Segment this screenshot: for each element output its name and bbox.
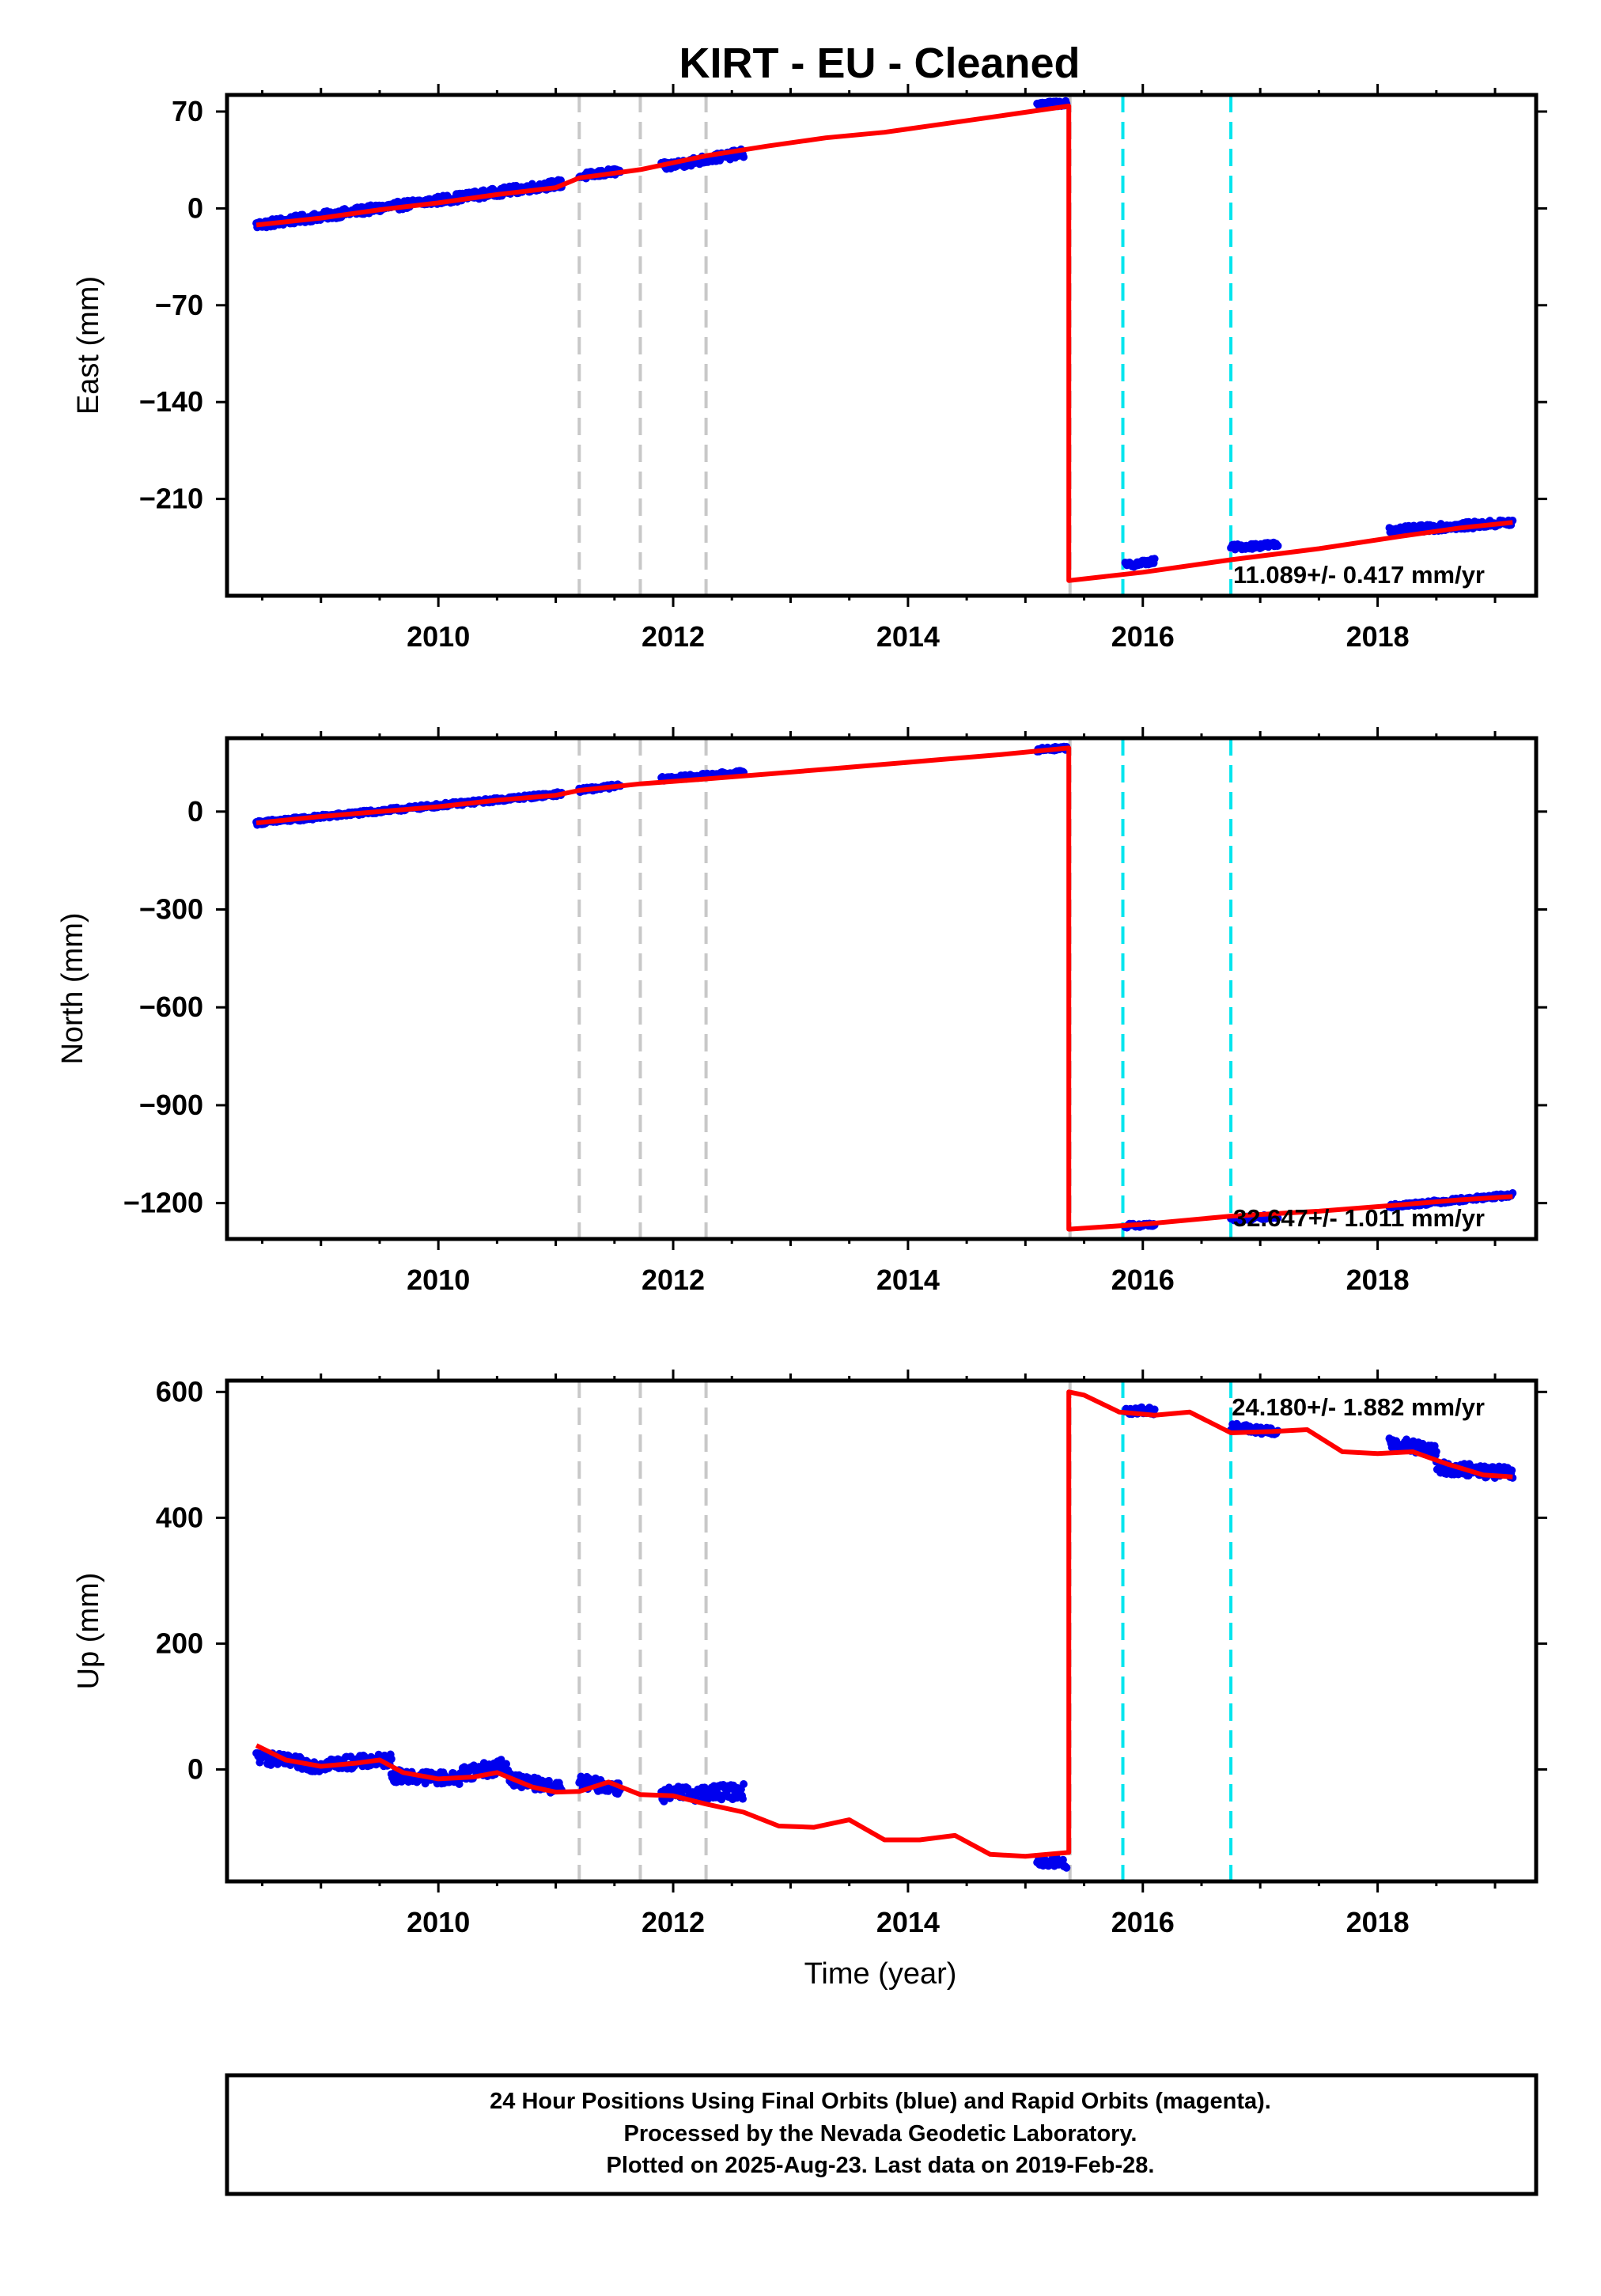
model-line	[255, 104, 1513, 583]
x-tick-label: 2018	[1346, 1264, 1410, 1296]
y-tick-label: 70	[172, 95, 203, 127]
y-tick-label: −70	[155, 289, 203, 321]
x-tick-label: 2018	[1346, 1906, 1410, 1938]
y-axis-label: North (mm)	[56, 912, 89, 1064]
y-tick-label: 200	[156, 1627, 203, 1659]
x-tick-label: 2012	[642, 620, 705, 653]
velocity-label: 24.180+/- 1.882 mm/yr	[1232, 1393, 1485, 1421]
x-tick-label: 2016	[1111, 1906, 1175, 1938]
y-tick-label: 0	[187, 795, 203, 828]
footer-line-3: Plotted on 2025-Aug-23. Last data on 201…	[607, 2153, 1155, 2178]
plot-frame	[225, 736, 1539, 1241]
plot-frame	[225, 93, 1539, 598]
x-tick-label: 2016	[1111, 620, 1175, 653]
velocity-label: 32.647+/- 1.011 mm/yr	[1233, 1204, 1485, 1232]
x-tick-label: 2016	[1111, 1264, 1175, 1296]
x-axis-label: Time (year)	[804, 1957, 957, 1991]
y-tick-label: −140	[139, 385, 203, 418]
data-point	[1150, 555, 1159, 563]
figure-title: KIRT - EU - Cleaned	[679, 40, 1080, 87]
data-point	[739, 1794, 747, 1803]
data-point	[387, 1755, 396, 1764]
footer-box: 24 Hour Positions Using Final Orbits (bl…	[225, 2073, 1539, 2196]
y-tick-label: −210	[139, 483, 203, 515]
x-tick-label: 2010	[407, 1906, 470, 1938]
y-tick-label: −600	[139, 991, 203, 1023]
data-point	[1274, 541, 1282, 550]
data-point	[1432, 1447, 1440, 1456]
data-point	[455, 1780, 464, 1788]
north-panel: 2010 2012 2014 2016 2018 0 −300 −600 −900 −1200 No…	[56, 727, 1547, 1296]
plot-area	[252, 738, 1517, 1239]
y-tick-label: 600	[156, 1375, 203, 1408]
up-panel: 2010 2012 2014 2016 2018 600 400 200 0 Up (mm) 24.…	[72, 1370, 1547, 1938]
x-tick-label: 2012	[642, 1906, 705, 1938]
data-point	[740, 1780, 748, 1788]
data-point	[1274, 1214, 1282, 1222]
velocity-label: 11.089+/- 0.417 mm/yr	[1233, 561, 1485, 589]
y-tick-label: −900	[139, 1089, 203, 1121]
data-point	[1058, 1855, 1067, 1864]
footer-line-2: Processed by the Nevada Geodetic Laborat…	[624, 2121, 1137, 2146]
x-tick-label: 2014	[876, 620, 940, 653]
plot-area	[252, 1381, 1517, 1881]
x-tick-label: 2010	[407, 1264, 470, 1296]
data-point	[1150, 1405, 1159, 1414]
x-tick-label: 2018	[1346, 620, 1410, 653]
y-tick-label: 0	[187, 1752, 203, 1785]
y-tick-label: −1200	[123, 1187, 203, 1219]
east-panel: 2010 2012 2014 2016 2018 70 0 −70 −140 −210 East (…	[72, 84, 1547, 653]
model-line	[255, 745, 1513, 1232]
x-tick-label: 2010	[407, 620, 470, 653]
y-tick-label: 0	[187, 191, 203, 224]
y-axis-label: Up (mm)	[72, 1573, 105, 1690]
data-point	[1062, 1863, 1071, 1872]
y-axis-label: East (mm)	[72, 276, 105, 415]
data-point	[1508, 1466, 1516, 1475]
x-tick-label: 2014	[876, 1264, 940, 1296]
data-point	[502, 1760, 510, 1768]
x-tick-label: 2014	[876, 1906, 940, 1938]
x-tick-label: 2012	[642, 1264, 705, 1296]
footer-frame	[225, 2073, 1539, 2196]
model-line	[255, 1389, 1513, 1859]
plot-area	[252, 95, 1517, 596]
y-tick-label: 400	[156, 1501, 203, 1533]
y-tick-label: −300	[139, 892, 203, 925]
footer-line-1: 24 Hour Positions Using Final Orbits (bl…	[490, 2089, 1271, 2114]
data-point	[740, 153, 748, 161]
plot-frame	[225, 1378, 1539, 1884]
